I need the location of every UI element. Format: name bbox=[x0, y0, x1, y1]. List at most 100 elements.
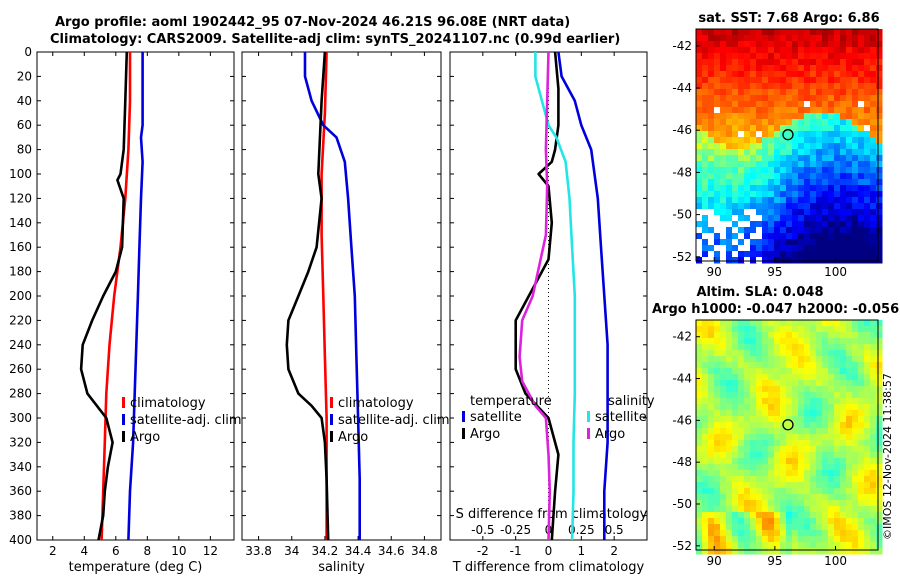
map-cell bbox=[762, 203, 769, 210]
map-cell bbox=[846, 326, 853, 333]
map-cell bbox=[876, 173, 883, 180]
map-cell bbox=[774, 476, 781, 483]
map-cell bbox=[744, 458, 751, 465]
map-cell bbox=[810, 416, 817, 423]
map-cell bbox=[816, 404, 823, 411]
y-tick-label: 180 bbox=[9, 265, 32, 279]
map-cell bbox=[798, 368, 805, 375]
map-cell bbox=[804, 167, 811, 174]
map-cell bbox=[816, 131, 823, 138]
map-cell bbox=[780, 155, 787, 162]
x-tick-label: 4 bbox=[80, 544, 88, 558]
map-cell bbox=[696, 362, 703, 369]
map-cell bbox=[852, 356, 859, 363]
map-cell bbox=[726, 344, 733, 351]
map-cell bbox=[726, 113, 733, 120]
map-cell bbox=[708, 452, 715, 459]
map-cell bbox=[738, 458, 745, 465]
map-cell bbox=[786, 239, 793, 246]
map-cell bbox=[696, 524, 703, 531]
map-cell bbox=[828, 536, 835, 543]
map-cell bbox=[852, 476, 859, 483]
map-cell bbox=[858, 59, 865, 66]
map-cell bbox=[726, 77, 733, 84]
map-cell bbox=[798, 422, 805, 429]
map-cell bbox=[708, 338, 715, 345]
map-cell bbox=[756, 518, 763, 525]
map-cell bbox=[702, 344, 709, 351]
map-cell bbox=[702, 368, 709, 375]
map-cell bbox=[756, 482, 763, 489]
map-cell bbox=[858, 239, 865, 246]
map-cell bbox=[720, 227, 726, 233]
map-cell bbox=[744, 338, 751, 345]
map-cell bbox=[768, 488, 775, 495]
map-cell bbox=[762, 512, 769, 519]
map-cell bbox=[750, 512, 757, 519]
map-cell bbox=[750, 173, 757, 180]
map-cell bbox=[828, 53, 835, 60]
map-cell bbox=[774, 464, 781, 471]
map-cell bbox=[858, 548, 865, 555]
map-cell bbox=[750, 398, 757, 405]
map-cell bbox=[840, 374, 847, 381]
map-cell bbox=[702, 59, 709, 66]
map-cell bbox=[786, 530, 793, 537]
map-cell bbox=[762, 434, 769, 441]
map-cell bbox=[744, 179, 751, 186]
map-cell bbox=[864, 512, 871, 519]
map-cell bbox=[750, 416, 757, 423]
map-cell bbox=[798, 29, 805, 36]
map-cell bbox=[840, 398, 847, 405]
map-cell bbox=[822, 113, 829, 120]
map-cell bbox=[768, 257, 775, 264]
map-cell bbox=[792, 41, 799, 48]
map-cell bbox=[804, 203, 811, 210]
map-cell bbox=[792, 542, 799, 549]
y-tick-label: 0 bbox=[24, 45, 32, 59]
map-cell bbox=[732, 35, 739, 42]
map-cell bbox=[792, 434, 799, 441]
map-cell bbox=[828, 251, 835, 258]
map-cell bbox=[780, 356, 787, 363]
map-cell bbox=[780, 542, 787, 549]
map-cell bbox=[696, 530, 703, 537]
map-cell bbox=[876, 374, 883, 381]
map-cell bbox=[720, 215, 727, 222]
map-cell bbox=[774, 221, 781, 228]
map-cell bbox=[708, 470, 715, 477]
y-tick-label: 220 bbox=[9, 313, 32, 327]
map-cell bbox=[840, 440, 847, 447]
map-cell bbox=[876, 398, 883, 405]
map-cell bbox=[786, 155, 793, 162]
map-cell bbox=[726, 227, 733, 234]
map-cell bbox=[762, 59, 769, 66]
y-tick-label: -48 bbox=[672, 165, 692, 179]
map-cell bbox=[768, 167, 775, 174]
map-cell bbox=[786, 143, 793, 150]
map-cell bbox=[840, 344, 847, 351]
map-cell bbox=[870, 191, 877, 198]
map-cell bbox=[708, 494, 715, 501]
map-cell bbox=[864, 398, 871, 405]
map-cell bbox=[870, 350, 877, 357]
map-cell bbox=[702, 125, 709, 132]
map-cell bbox=[696, 338, 703, 345]
map-cell bbox=[798, 452, 805, 459]
map-cell bbox=[828, 506, 835, 513]
map-cell bbox=[876, 161, 883, 168]
map-cell bbox=[738, 167, 745, 174]
map-cell bbox=[876, 494, 883, 501]
map-cell bbox=[870, 245, 877, 252]
map-cell bbox=[762, 77, 769, 84]
map-cell bbox=[822, 506, 829, 513]
map-cell bbox=[858, 434, 865, 441]
map-cell bbox=[786, 368, 793, 375]
map-cell bbox=[696, 113, 703, 120]
map-cell bbox=[756, 356, 763, 363]
map-cell bbox=[744, 536, 751, 543]
map-cell bbox=[780, 29, 787, 36]
map-cell bbox=[726, 392, 733, 399]
map-cell bbox=[834, 227, 841, 234]
map-cell bbox=[858, 332, 865, 339]
